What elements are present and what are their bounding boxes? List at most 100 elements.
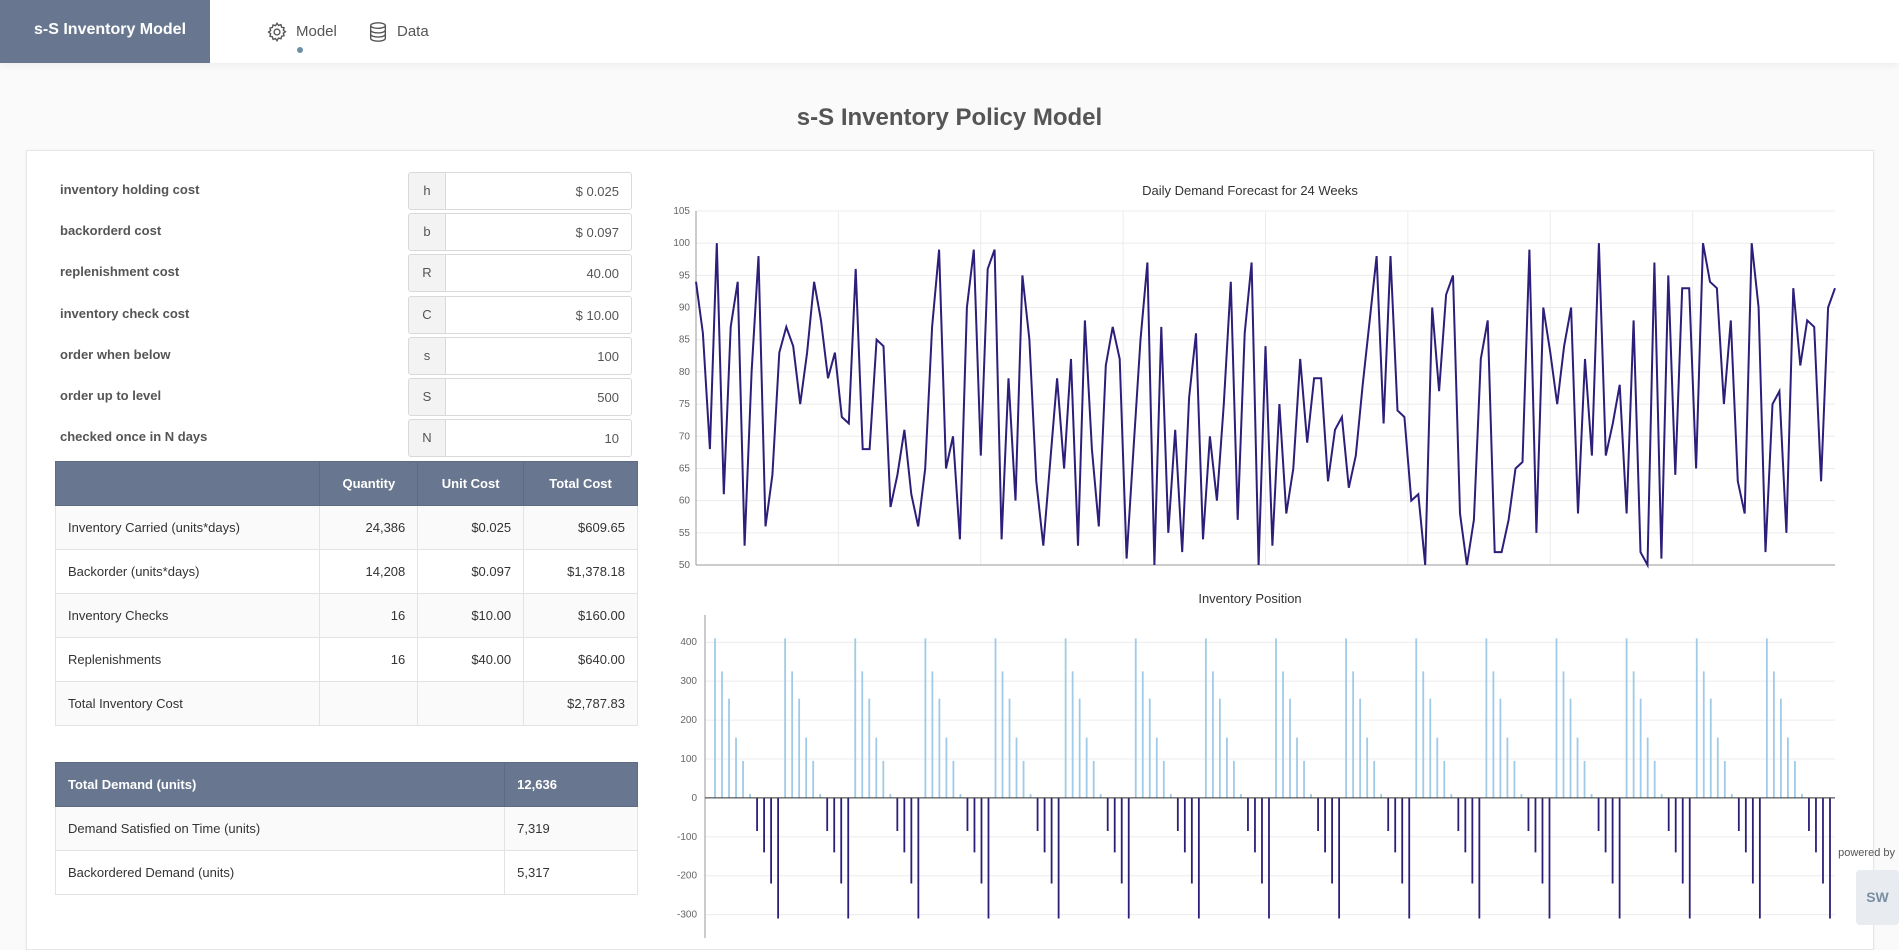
cost-row-label: Replenishments [54,637,321,682]
param-input[interactable] [445,172,632,210]
cost-header-quantity: Quantity [319,461,419,506]
param-symbol: h [408,172,446,210]
cost-row-label: Total Inventory Cost [54,681,321,726]
demand-table-row: Backordered Demand (units) 5,317 [54,850,638,895]
param-label: order up to level [60,388,162,403]
demand-y-tick-label: 50 [679,560,691,571]
demand-y-tick-label: 60 [679,496,691,507]
param-label: backorderd cost [60,223,162,238]
cost-row-total: $2,787.83 [523,681,638,726]
logo-text: SW [1866,889,1889,905]
cost-row-unit-cost [417,681,525,726]
param-row: order when below s [60,337,632,375]
param-row: order up to level S [60,378,632,416]
inventory-y-tick-label: -300 [677,910,697,921]
param-input[interactable] [445,213,632,251]
demand-row-label: Demand Satisfied on Time (units) [54,806,506,851]
cost-row-total: $160.00 [523,593,638,638]
param-symbol: s [408,337,446,375]
app-brand[interactable]: s-S Inventory Model [0,0,210,63]
param-label: checked once in N days [60,429,208,444]
cost-header-unit-cost: Unit Cost [417,461,525,506]
param-row: backorderd cost b [60,213,632,251]
cost-row-label: Backorder (units*days) [54,549,321,594]
demand-y-tick-label: 80 [679,367,691,378]
param-input[interactable] [445,254,632,292]
demand-table-row: Demand Satisfied on Time (units) 7,319 [54,806,638,851]
param-input[interactable] [445,296,632,334]
demand-row-value: 7,319 [504,806,638,851]
cost-table: Quantity Unit Cost Total Cost Inventory … [54,461,638,726]
param-row: checked once in N days N [60,419,632,457]
cost-row-total: $609.65 [523,505,638,550]
demand-y-tick-label: 75 [679,399,691,410]
param-input[interactable] [445,378,632,416]
cost-row-unit-cost: $0.097 [417,549,525,594]
param-input[interactable] [445,337,632,375]
param-symbol: R [408,254,446,292]
cost-table-row: Replenishments 16 $40.00 $640.00 [54,637,638,682]
inventory-position-chart: -300 -200 -100 0 100 200 300 400 [677,615,1835,938]
page-title: s-S Inventory Policy Model [796,104,1103,131]
database-icon [369,21,387,42]
active-tab-indicator [297,47,303,53]
cost-row-label: Inventory Checks [54,593,321,638]
demand-y-tick-label: 85 [679,335,691,346]
param-label: order when below [60,347,171,362]
param-symbol: S [408,378,446,416]
cost-row-quantity: 24,386 [319,505,419,550]
inventory-y-tick-label: 400 [680,637,697,648]
demand-table: Total Demand (units) 12,636 Demand Satis… [54,762,638,895]
cost-table-row: Total Inventory Cost $2,787.83 [54,681,638,726]
param-symbol: C [408,296,446,334]
powered-by-logo[interactable]: SW [1856,870,1899,925]
inventory-y-tick-label: -100 [677,832,697,843]
cost-row-total: $640.00 [523,637,638,682]
inventory-y-tick-label: 300 [680,676,697,687]
cost-table-header: Quantity Unit Cost Total Cost [54,461,638,506]
cost-table-row: Backorder (units*days) 14,208 $0.097 $1,378… [54,549,638,594]
inventory-y-tick-label: -200 [677,871,697,882]
param-row: replenishment cost R [60,254,632,292]
cost-table-row: Inventory Carried (units*days) 24,386 $0.0… [54,505,638,550]
demand-y-tick-label: 90 [679,303,691,314]
param-row: inventory check cost C [60,296,632,334]
inventory-y-tick-label: 100 [680,754,697,765]
param-label: inventory check cost [60,306,190,321]
demand-y-tick-label: 100 [673,238,690,249]
inventory-chart-title: Inventory Position [1198,591,1302,606]
cost-row-unit-cost: $10.00 [417,593,525,638]
demand-y-tick-label: 55 [679,528,691,539]
demand-row-value: 5,317 [504,850,638,895]
demand-forecast-chart: 50 55 60 65 70 75 80 85 90 95 100 105 [673,206,1836,571]
demand-y-tick-label: 70 [679,431,691,442]
demand-series-line [695,243,1836,569]
cost-row-unit-cost: $40.00 [417,637,525,682]
demand-y-tick-label: 105 [673,206,690,217]
cost-row-quantity [319,681,419,726]
cost-header-total-cost: Total Cost [523,461,638,506]
powered-by-text: powered by [1838,847,1895,859]
demand-y-tick-label: 65 [679,463,691,474]
tab-data-label: Data [397,23,429,40]
demand-table-header: Total Demand (units) 12,636 [54,762,638,807]
tab-model-label: Model [296,23,337,40]
demand-row-label: Backordered Demand (units) [54,850,506,895]
cost-table-row: Inventory Checks 16 $10.00 $160.00 [54,593,638,638]
tab-data[interactable]: Data [367,0,429,63]
param-symbol: N [408,419,446,457]
cost-row-unit-cost: $0.025 [417,505,525,550]
demand-y-tick-label: 95 [679,270,691,281]
cost-row-total: $1,378.18 [523,549,638,594]
tab-model[interactable]: Model [266,0,337,63]
demand-chart-title: Daily Demand Forecast for 24 Weeks [1142,183,1358,198]
param-row: inventory holding cost h [60,172,632,210]
param-input[interactable] [445,419,632,457]
param-symbol: b [408,213,446,251]
param-label: inventory holding cost [60,182,200,197]
inventory-y-tick-label: 200 [680,715,697,726]
cost-row-quantity: 14,208 [319,549,419,594]
demand-header-label: Total Demand (units) [54,762,506,807]
gear-icon [267,21,287,42]
cost-header-blank [54,461,321,506]
